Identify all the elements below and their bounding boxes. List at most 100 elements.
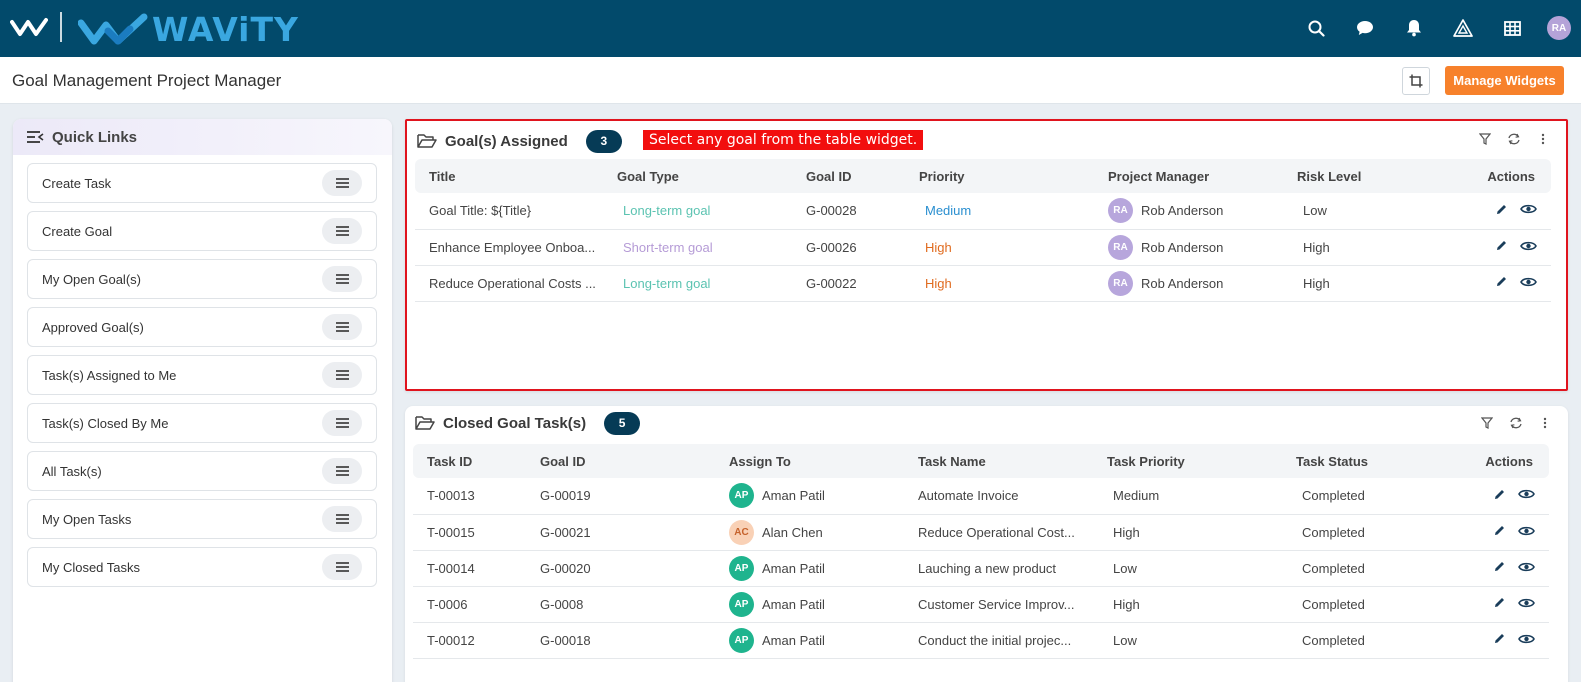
column-header[interactable]: Assign To (715, 444, 904, 478)
goal-title[interactable]: Goal Title: ${Title} (415, 193, 603, 230)
goal-priority: Medium (905, 193, 1094, 230)
more-vertical-icon[interactable] (1536, 132, 1550, 146)
hamburger-icon[interactable] (322, 266, 362, 292)
quick-link-my-open-goals[interactable]: My Open Goal(s) (27, 259, 377, 299)
hamburger-icon[interactable] (322, 458, 362, 484)
widget-title: Goal(s) Assigned (445, 132, 568, 150)
table-header-row: Title Goal Type Goal ID Priority Project… (415, 159, 1551, 193)
assignee: Aman Patil (762, 488, 825, 504)
view-eye-icon[interactable] (1520, 240, 1537, 252)
goal-title[interactable]: Reduce Operational Costs ... (415, 265, 603, 302)
task-id[interactable]: T-00015 (413, 514, 526, 551)
hamburger-icon[interactable] (322, 170, 362, 196)
column-header[interactable]: Goal ID (792, 159, 905, 193)
edit-pencil-icon[interactable] (1493, 560, 1506, 573)
hamburger-icon[interactable] (322, 410, 362, 436)
quick-link-create-task[interactable]: Create Task (27, 163, 377, 203)
view-eye-icon[interactable] (1518, 633, 1535, 645)
crop-icon (1409, 74, 1423, 88)
assignee: Aman Patil (762, 560, 825, 576)
edit-pencil-icon[interactable] (1495, 239, 1508, 252)
crop-button[interactable] (1402, 67, 1430, 95)
table-row[interactable]: Goal Title: ${Title} Long-term goal G-00… (415, 193, 1551, 230)
project-manager: Rob Anderson (1141, 239, 1224, 255)
chat-icon[interactable] (1351, 14, 1379, 42)
user-avatar[interactable]: RA (1547, 16, 1571, 40)
edit-pencil-icon[interactable] (1495, 275, 1508, 288)
closed-goal-tasks-widget: Closed Goal Task(s) 5 Task ID Goal ID As… (405, 406, 1568, 682)
collapse-menu-icon[interactable] (26, 130, 44, 144)
quick-link-my-closed-tasks[interactable]: My Closed Tasks (27, 547, 377, 587)
quick-link-all-tasks[interactable]: All Task(s) (27, 451, 377, 491)
hamburger-icon[interactable] (322, 554, 362, 580)
wavity-mini-logo[interactable] (10, 16, 48, 41)
column-header[interactable]: Task Priority (1093, 444, 1282, 478)
quick-link-create-goal[interactable]: Create Goal (27, 211, 377, 251)
project-manager: Rob Anderson (1141, 203, 1224, 219)
hamburger-icon[interactable] (322, 218, 362, 244)
column-header[interactable]: Risk Level (1283, 159, 1433, 193)
edit-pencil-icon[interactable] (1495, 203, 1508, 216)
column-header[interactable]: Task ID (413, 444, 526, 478)
table-header-row: Task ID Goal ID Assign To Task Name Task… (413, 444, 1549, 478)
assignee: Alan Chen (762, 524, 823, 540)
table-row[interactable]: T-00014 G-00020 AP Aman Patil Lauching a … (413, 550, 1549, 587)
quick-link-approved-goals[interactable]: Approved Goal(s) (27, 307, 377, 347)
filter-icon[interactable] (1478, 132, 1492, 146)
refresh-icon[interactable] (1509, 416, 1523, 430)
view-eye-icon[interactable] (1520, 276, 1537, 288)
task-id[interactable]: T-00012 (413, 622, 526, 659)
grid-icon[interactable] (1498, 14, 1526, 42)
refresh-icon[interactable] (1507, 132, 1521, 146)
view-eye-icon[interactable] (1518, 561, 1535, 573)
actions-cell (1433, 265, 1551, 302)
goal-id: G-00022 (792, 265, 905, 302)
task-id[interactable]: T-00014 (413, 550, 526, 587)
hamburger-icon[interactable] (322, 506, 362, 532)
apps-triangle-icon[interactable] (1449, 14, 1477, 42)
column-header[interactable]: Project Manager (1094, 159, 1283, 193)
hamburger-icon[interactable] (322, 314, 362, 340)
view-eye-icon[interactable] (1520, 203, 1537, 215)
table-row[interactable]: T-00013 G-00019 AP Aman Patil Automate In… (413, 478, 1549, 515)
column-header[interactable]: Priority (905, 159, 1094, 193)
goal-id: G-00021 (526, 514, 715, 551)
widget-header: Goal(s) Assigned 3 (417, 129, 622, 153)
column-header[interactable]: Task Status (1282, 444, 1432, 478)
more-vertical-icon[interactable] (1538, 416, 1552, 430)
view-eye-icon[interactable] (1518, 525, 1535, 537)
edit-pencil-icon[interactable] (1493, 632, 1506, 645)
bell-icon[interactable] (1400, 14, 1428, 42)
edit-pencil-icon[interactable] (1493, 524, 1506, 537)
quick-link-tasks-closed-by-me[interactable]: Task(s) Closed By Me (27, 403, 377, 443)
view-eye-icon[interactable] (1518, 597, 1535, 609)
edit-pencil-icon[interactable] (1493, 596, 1506, 609)
filter-icon[interactable] (1480, 416, 1494, 430)
table-row[interactable]: Reduce Operational Costs ... Long-term g… (415, 265, 1551, 302)
table-row[interactable]: T-00012 G-00018 AP Aman Patil Conduct the… (413, 622, 1549, 659)
actions-cell (1433, 229, 1551, 266)
goal-id: G-00019 (526, 478, 715, 515)
table-row[interactable]: Enhance Employee Onboa... Short-term goa… (415, 229, 1551, 266)
column-header[interactable]: Task Name (904, 444, 1093, 478)
task-name: Automate Invoice (904, 478, 1093, 515)
task-id[interactable]: T-0006 (413, 586, 526, 623)
goal-title[interactable]: Enhance Employee Onboa... (415, 229, 603, 266)
column-header[interactable]: Title (415, 159, 603, 193)
task-id[interactable]: T-00013 (413, 478, 526, 515)
column-header[interactable]: Goal Type (603, 159, 792, 193)
quick-link-tasks-assigned-to-me[interactable]: Task(s) Assigned to Me (27, 355, 377, 395)
assignee-cell: AP Aman Patil (715, 478, 904, 515)
table-row[interactable]: T-0006 G-0008 AP Aman Patil Customer Serv… (413, 586, 1549, 623)
table-row[interactable]: T-00015 G-00021 AC Alan Chen Reduce Opera… (413, 514, 1549, 551)
column-header[interactable]: Goal ID (526, 444, 715, 478)
goals-table: Title Goal Type Goal ID Priority Project… (415, 159, 1551, 302)
hamburger-icon[interactable] (322, 362, 362, 388)
manage-widgets-button[interactable]: Manage Widgets (1445, 66, 1564, 95)
quick-link-my-open-tasks[interactable]: My Open Tasks (27, 499, 377, 539)
task-name: Customer Service Improv... (904, 586, 1093, 623)
search-icon[interactable] (1302, 14, 1330, 42)
view-eye-icon[interactable] (1518, 488, 1535, 500)
edit-pencil-icon[interactable] (1493, 488, 1506, 501)
task-priority: Low (1093, 550, 1282, 587)
